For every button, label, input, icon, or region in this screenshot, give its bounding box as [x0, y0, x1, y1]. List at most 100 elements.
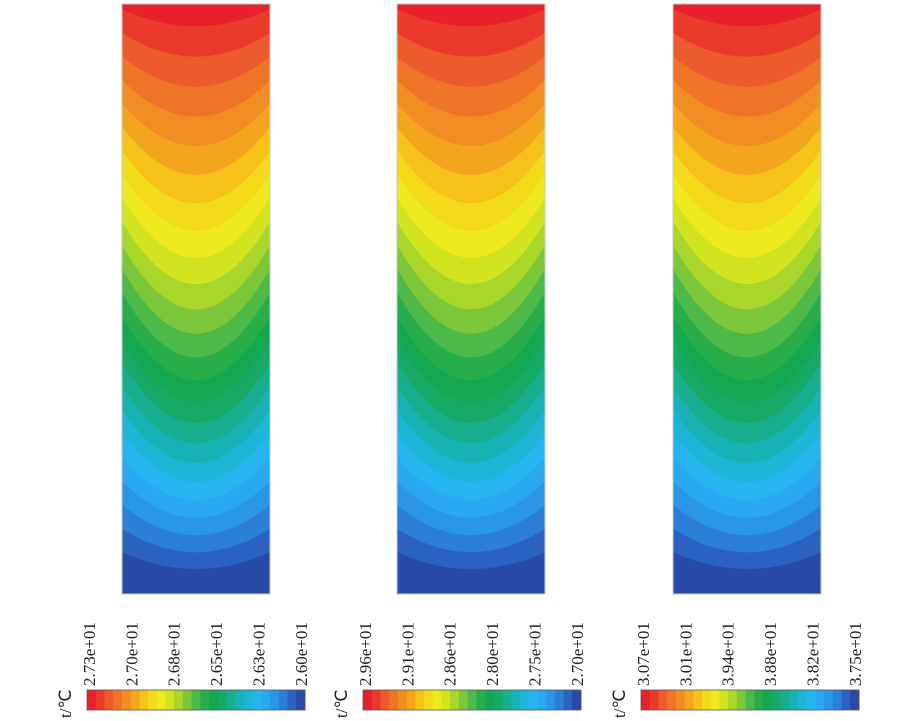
colorbar-swatch [217, 690, 227, 710]
colorbar-swatch [174, 690, 184, 710]
contour-panel-2 [396, 3, 546, 595]
colorbar-swatch [458, 690, 469, 710]
colorbar-3: 3.07e+01 3.01e+01 3.94e+01 3.88e+01 3.82e+01… [610, 622, 865, 718]
colorbar-swatch [493, 690, 503, 710]
colorbar-swatch [719, 690, 729, 710]
colorbar-swatch [165, 690, 175, 710]
colorbar-swatch [235, 690, 245, 710]
contour-panel-3 [672, 3, 822, 595]
colorbar-swatch [415, 690, 425, 710]
colorbar-swatch [485, 690, 495, 710]
colorbar-frame [86, 689, 306, 711]
colorbar-tick-label: 3.75e+01 [846, 622, 865, 686]
colorbar-tick-label: 2.73e+01 [80, 622, 99, 686]
colorbar-swatch [406, 690, 416, 710]
colorbar-swatch [736, 690, 747, 710]
colorbar-tick-label: 2.63e+01 [250, 622, 269, 686]
colorbar-swatch [261, 690, 271, 710]
colorbar-swatch [87, 690, 97, 710]
colorbar-swatch [745, 690, 755, 710]
colorbar-swatch [113, 690, 123, 710]
colorbar-swatch [270, 690, 280, 710]
colorbar-swatch [806, 690, 816, 710]
colorbar-swatch [537, 690, 547, 710]
colorbar-tick-label: 2.91e+01 [398, 622, 417, 686]
colorbar-unit-label: t/℃ [610, 689, 629, 718]
colorbar-swatch [243, 690, 254, 710]
colorbar-swatch [789, 690, 799, 710]
colorbar-tick-label: 3.94e+01 [719, 622, 738, 686]
colorbar-swatch [710, 690, 720, 710]
colorbar-tick-label: 3.07e+01 [634, 622, 653, 686]
colorbar-swatch [554, 690, 564, 710]
colorbar-frame [362, 689, 582, 711]
colorbar-tick-label: 2.96e+01 [356, 622, 375, 686]
colorbar-swatch [815, 690, 825, 710]
colorbar-frame [640, 689, 860, 711]
panel-frame [396, 3, 546, 595]
colorbar-swatch [728, 690, 738, 710]
colorbar-swatch [546, 690, 556, 710]
colorbar-swatch [467, 690, 477, 710]
colorbar-swatch [771, 690, 781, 710]
colorbar-swatch [780, 690, 790, 710]
panel-frame [672, 3, 822, 595]
colorbar-swatch [675, 690, 685, 710]
colorbar-swatch [191, 690, 201, 710]
colorbar-swatch [511, 690, 521, 710]
colorbar-swatch [424, 690, 434, 710]
colorbar-swatch [182, 690, 193, 710]
colorbar-tick-label: 2.70e+01 [122, 622, 141, 686]
colorbar-swatch [824, 690, 834, 710]
colorbar-swatch [139, 690, 149, 710]
colorbar-tick-label: 2.80e+01 [483, 622, 502, 686]
colorbar-swatch [389, 690, 399, 710]
colorbar-unit-label: t/℃ [56, 689, 75, 718]
colorbar-swatch [667, 690, 677, 710]
colorbar-swatch [432, 690, 442, 710]
colorbar-swatch [371, 690, 381, 710]
colorbar-swatch [476, 690, 486, 710]
colorbar-swatch [252, 690, 262, 710]
colorbar-swatch [502, 690, 512, 710]
colorbar-swatch [850, 690, 860, 710]
colorbar-swatch [763, 690, 773, 710]
colorbar-swatch [226, 690, 236, 710]
colorbar-swatch [519, 690, 530, 710]
colorbar-tick-label: 2.60e+01 [292, 622, 311, 686]
colorbar-swatch [95, 690, 105, 710]
colorbar-tick-label: 3.82e+01 [804, 622, 823, 686]
colorbar-swatch [754, 690, 764, 710]
colorbar-swatch [450, 690, 460, 710]
colorbar-swatch [296, 690, 306, 710]
colorbar-swatch [363, 690, 373, 710]
colorbar-swatch [380, 690, 390, 710]
colorbar-swatch [702, 690, 712, 710]
colorbar-swatch [658, 690, 668, 710]
colorbar-tick-label: 2.65e+01 [207, 622, 226, 686]
colorbar-unit-label: t/℃ [332, 689, 351, 718]
colorbar-swatch [797, 690, 808, 710]
colorbar-swatch [287, 690, 297, 710]
colorbar-2: 2.96e+01 2.91e+01 2.86e+01 2.80e+01 2.75e+01… [332, 622, 587, 718]
colorbar-swatch [104, 690, 114, 710]
colorbar-swatch [572, 690, 582, 710]
colorbar-tick-label: 2.75e+01 [526, 622, 545, 686]
colorbar-swatch [693, 690, 703, 710]
colorbar-swatch [130, 690, 140, 710]
colorbar-swatch [684, 690, 694, 710]
colorbar-tick-label: 2.70e+01 [568, 622, 587, 686]
colorbar-swatch [832, 690, 842, 710]
colorbar-swatch [649, 690, 659, 710]
colorbar-swatch [209, 690, 219, 710]
panel-frame [121, 3, 271, 595]
colorbar-tick-label: 3.01e+01 [676, 622, 695, 686]
colorbar-tick-label: 2.68e+01 [165, 622, 184, 686]
colorbar-swatch [441, 690, 451, 710]
colorbar-swatch [200, 690, 210, 710]
colorbar-1: 2.73e+01 2.70e+01 2.68e+01 2.65e+01 2.63e+01… [56, 622, 311, 718]
colorbar-swatch [121, 690, 131, 710]
colorbar-swatch [156, 690, 166, 710]
colorbar-swatch [641, 690, 651, 710]
